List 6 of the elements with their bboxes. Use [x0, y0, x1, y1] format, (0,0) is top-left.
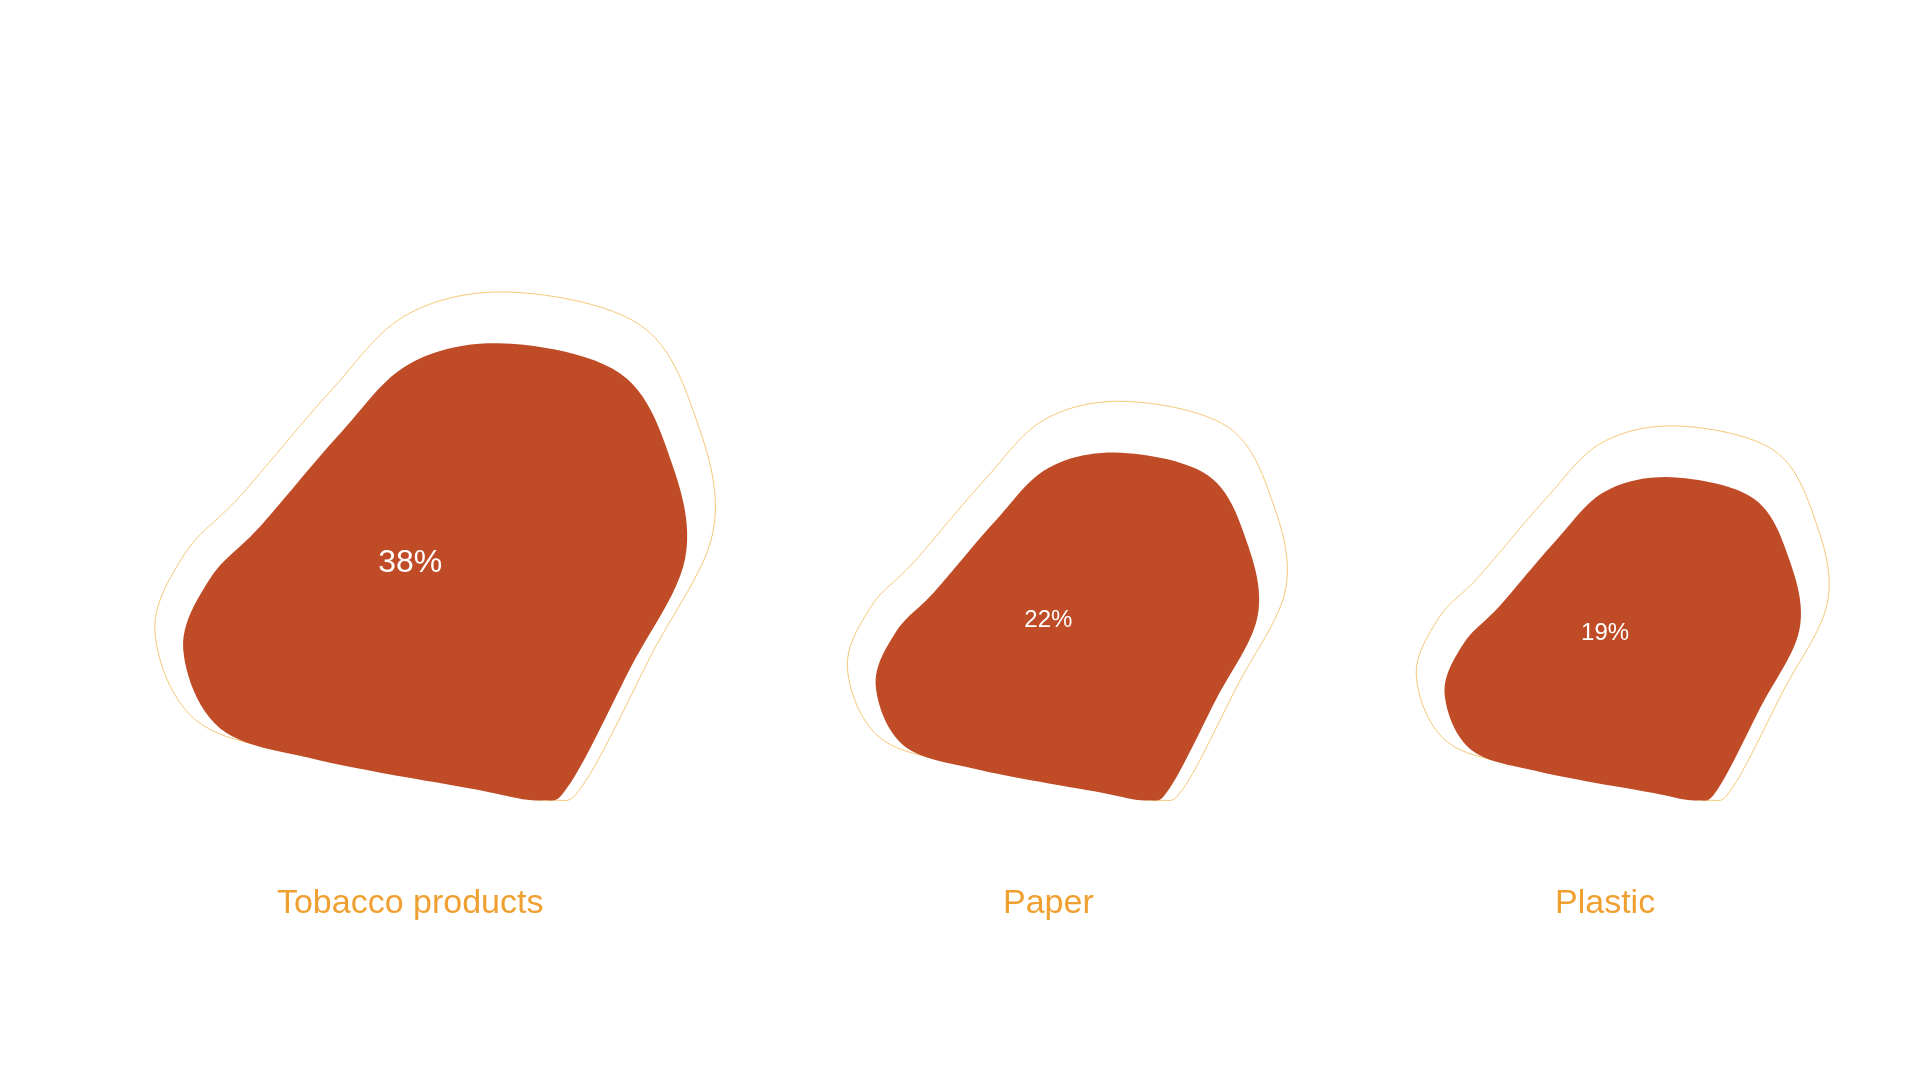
category-label: Plastic [1554, 881, 1656, 920]
data-label: 22% [1024, 604, 1073, 632]
data-label: 38% [378, 542, 443, 579]
data-label: 19% [1581, 617, 1630, 645]
category-label: Paper [1003, 881, 1094, 920]
category-label: Tobacco products [276, 881, 544, 920]
